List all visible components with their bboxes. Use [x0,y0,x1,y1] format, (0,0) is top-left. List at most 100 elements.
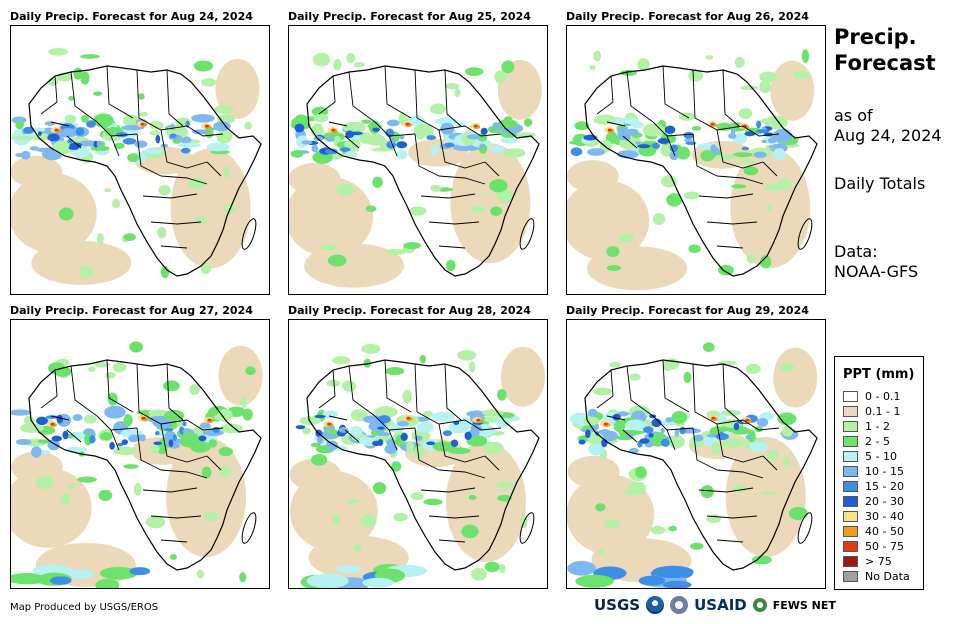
precip-cell [752,555,772,565]
precip-cell [77,476,97,483]
precip-cell [344,138,361,151]
precip-cell [716,122,733,131]
precip-cell [96,140,104,147]
panel-title-5: Daily Precip. Forecast for Aug 28, 2024 [288,304,531,317]
precip-cell [406,440,415,454]
precip-cell [294,123,305,133]
precip-cell [122,114,140,127]
precip-cell [316,436,324,444]
precip-cell [688,244,701,254]
country-border [50,121,70,127]
precip-cell [60,493,71,506]
precip-cell [361,343,381,354]
precip-cell [335,183,355,196]
precip-cell [333,58,342,71]
precip-cell [606,265,622,271]
as-of-label: as of [834,106,873,125]
precip-cell [624,432,635,437]
precip-cell [492,122,500,131]
precip-cell [403,242,421,250]
precip-cell [745,434,752,440]
precip-cell [585,429,591,439]
precip-cell [339,147,351,152]
precip-cell [766,449,779,461]
precip-cell [500,137,518,144]
country-border [160,175,208,185]
country-border [438,175,486,185]
precip-cell [714,154,738,160]
precip-cell [607,128,612,132]
precip-cell [700,485,714,499]
precip-cell [489,179,508,193]
country-border [428,515,480,519]
precip-cell [734,56,745,68]
precip-cell [83,414,97,424]
precip-cell [744,131,756,137]
country-border [742,125,780,137]
precip-cell [717,264,734,276]
precip-cell [199,422,211,429]
precip-cell [764,183,784,192]
coastline [28,65,262,277]
country-border [692,363,696,413]
precip-cell [350,425,363,437]
precip-cell [322,433,336,439]
precip-cell [37,131,42,136]
country-border [438,469,486,479]
precip-cell [619,233,634,243]
map-canvas [567,342,818,588]
country-border [318,75,336,115]
precip-cell [494,70,507,84]
precip-cell [652,565,694,579]
precip-cell [414,445,425,459]
madagascar-outline [797,218,813,250]
precip-cell [497,494,512,502]
precip-cell [737,160,756,165]
country-border [160,129,208,169]
precip-cell [759,80,771,94]
precip-cell [651,142,660,149]
precip-cell [79,266,94,279]
country-border [328,415,348,421]
legend-title: PPT (mm) [843,367,915,382]
precip-cell [358,132,373,144]
precip-cell [722,437,744,448]
precip-cell [289,176,374,257]
precip-cell [94,361,110,368]
precip-cell [302,427,312,435]
precip-cell [604,518,619,529]
precip-cell [127,153,139,163]
precip-cell [575,574,614,588]
country-border [626,71,654,123]
precip-cell [29,146,39,151]
precip-cell [169,553,177,560]
country-border [420,193,476,199]
precip-cell [691,126,702,131]
precip-cell [11,451,64,484]
precip-cell [289,458,342,491]
precip-cell [64,114,76,123]
country-border [626,365,654,417]
precip-cell [113,446,138,456]
precip-cell [211,126,225,131]
precip-cell [301,140,313,145]
precip-cell [402,389,412,404]
sidebar-title: Precip. Forecast [834,24,936,76]
precip-cell [732,152,753,158]
country-border [716,539,744,543]
country-border [70,365,98,417]
precip-cell [588,408,598,418]
precip-cell [781,425,794,437]
precip-cell [408,206,427,216]
precip-cell [326,379,341,387]
precip-cell [306,573,349,588]
country-border [388,135,398,157]
precip-cell [482,441,504,454]
precip-cell [448,421,470,434]
map-canvas [11,341,263,588]
precip-cell [754,426,764,433]
madagascar-outline [797,512,813,544]
precip-cell [638,575,666,586]
country-border [40,75,58,115]
precip-cell [215,58,260,119]
